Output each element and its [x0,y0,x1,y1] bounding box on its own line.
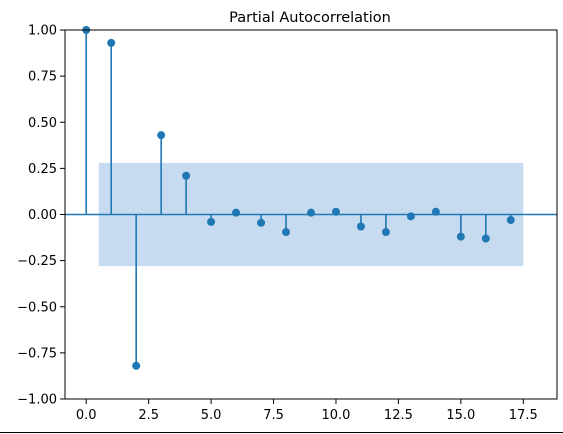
stem-marker [381,228,390,237]
stem-marker [257,218,266,227]
y-tick-label: 0.50 [28,116,57,131]
figure-bottom-border [0,432,563,433]
stem-marker [356,222,365,231]
y-tick-label: −0.75 [17,346,57,361]
chart-title: Partial Autocorrelation [229,10,391,26]
y-tick-label: −0.50 [17,300,57,315]
axis-layer: 1.00 0.75 0.50 0.25 0.00 −0.25 −0.50 −0.75 −1.00… [17,24,558,423]
x-tick-label: 15.0 [446,408,475,423]
stem-marker [282,228,291,237]
stem-marker [207,217,216,226]
y-tick-label: 0.00 [28,208,57,223]
y-tick-label: 0.75 [28,70,57,85]
y-tick-label: −0.25 [17,254,57,269]
stem-marker [406,212,415,221]
stem-marker [456,232,465,241]
x-tick-label: 2.5 [138,408,159,423]
stem-marker [506,216,515,225]
x-tick-label: 0.0 [76,408,97,423]
stem-marker [107,38,116,47]
y-tick-label: 0.25 [28,162,57,177]
stem-marker [331,207,340,216]
x-tick-label: 5.0 [201,408,222,423]
stem-marker [182,171,191,180]
stem-marker [132,361,141,370]
x-tick-label: 17.5 [509,408,538,423]
stem-marker [157,131,166,140]
x-tick-label: 12.5 [384,408,413,423]
x-tick-label: 10.0 [321,408,350,423]
y-tick-label: 1.00 [28,24,57,39]
x-tick-label: 7.5 [263,408,284,423]
stem-marker [481,234,490,243]
y-tick-label: −1.00 [17,393,57,408]
stem-marker [307,208,315,217]
stem-marker [431,207,440,216]
stem-marker [232,208,241,217]
